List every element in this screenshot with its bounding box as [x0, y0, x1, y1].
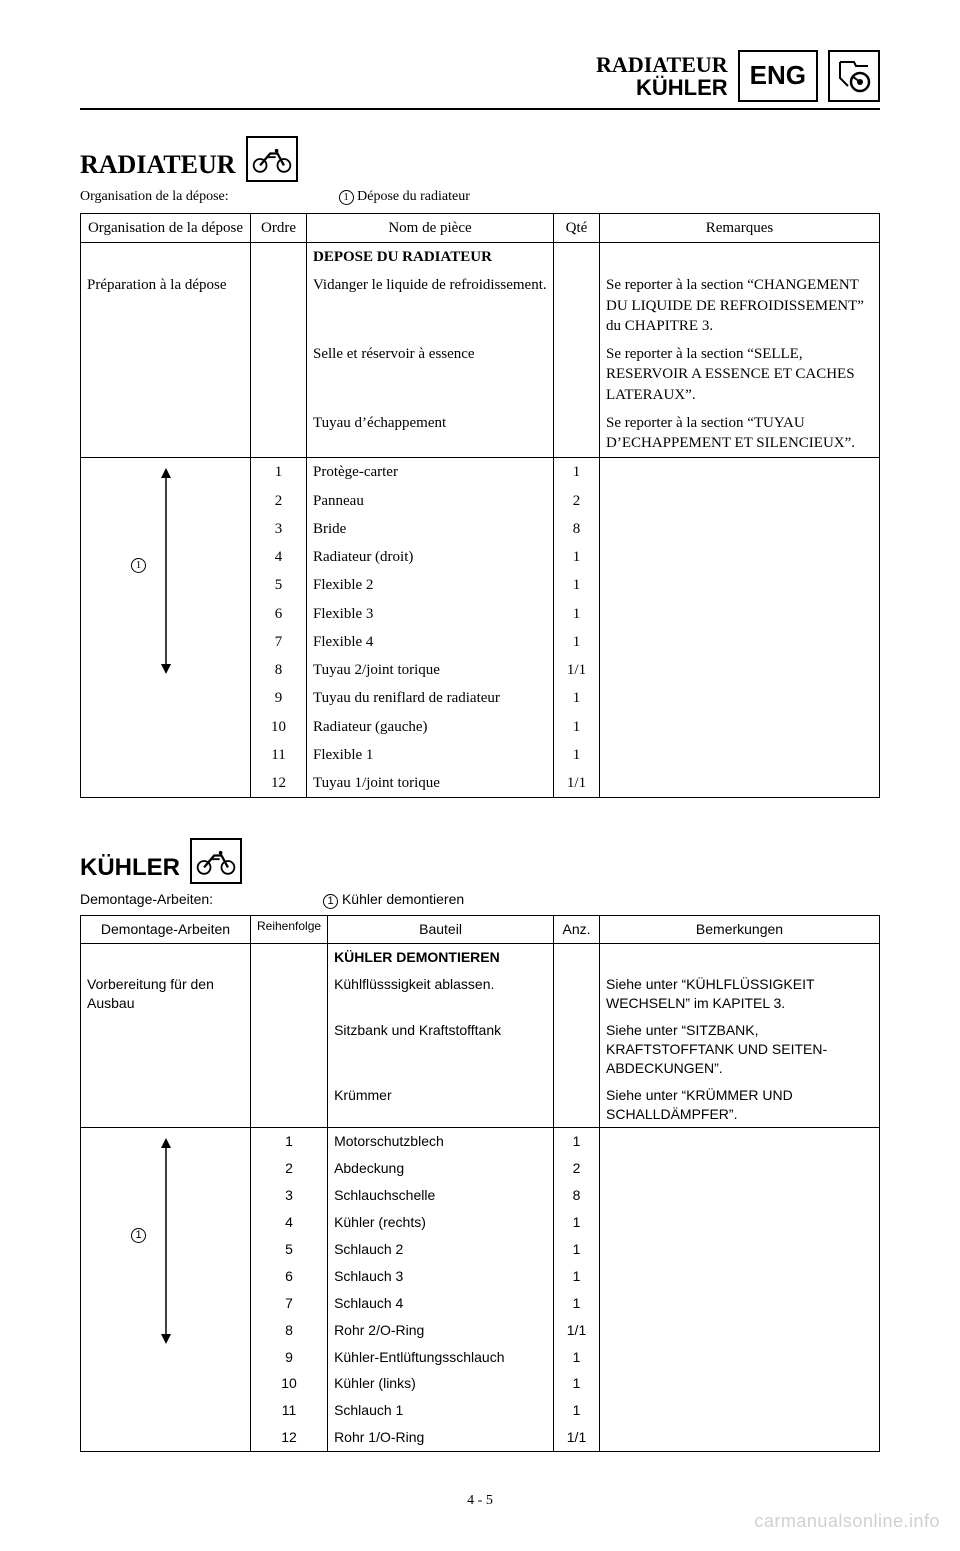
col-header: Remarques — [600, 213, 880, 242]
table-row: Krümmer Siehe unter “KRÜMMER UND SCHALLD… — [81, 1082, 880, 1128]
arrow-cell: 1 — [81, 1128, 251, 1452]
prep-label-de: Vorbereitung für den Ausbau — [81, 971, 251, 1017]
section-title-row-fr: RADIATEUR — [80, 136, 880, 182]
page-header: RADIATEUR KÜHLER ENG — [80, 50, 880, 110]
intro-bold-de: KÜHLER DEMONTIEREN — [328, 944, 554, 971]
subtitle-right-fr: 1 Dépose du radiateur — [339, 188, 470, 207]
table-fr: Organisation de la dépose Ordre Nom de p… — [80, 213, 880, 799]
motorcycle-icon — [246, 136, 298, 182]
watermark: carmanualsonline.info — [754, 1509, 940, 1533]
header-titles: RADIATEUR KÜHLER — [596, 53, 728, 99]
section-title-row-de: KÜHLER — [80, 838, 880, 884]
subtitle-left-fr: Organisation de la dépose: — [80, 188, 229, 207]
col-header: Ordre — [251, 213, 307, 242]
col-header: Organisation de la dépose — [81, 213, 251, 242]
table-row: 1 1Protège-carter1 — [81, 458, 880, 487]
circled-one: 1 — [131, 558, 146, 573]
section-title-fr: RADIATEUR — [80, 147, 236, 182]
eng-badge: ENG — [738, 50, 818, 101]
table-header-row: Demontage-Arbeiten Reihenfolge Bauteil A… — [81, 916, 880, 944]
table-row: 1 1Motorschutzblech1 — [81, 1128, 880, 1155]
table-row: Sitzbank und Kraftstofftank Siehe unter … — [81, 1017, 880, 1082]
section-title-de: KÜHLER — [80, 852, 180, 884]
col-header: Bauteil — [328, 916, 554, 944]
col-header: Demontage-Arbeiten — [81, 916, 251, 944]
col-header: Reihenfolge — [251, 916, 328, 944]
table-row: Tuyau d’échappement Se reporter à la sec… — [81, 409, 880, 458]
subtitle-right-de: 1 Kühler demontieren — [323, 890, 464, 909]
col-header: Anz. — [554, 916, 600, 944]
header-title-de: KÜHLER — [596, 76, 728, 99]
motorcycle-icon — [190, 838, 242, 884]
table-header-row: Organisation de la dépose Ordre Nom de p… — [81, 213, 880, 242]
table-row: Selle et réservoir à essence Se reporter… — [81, 340, 880, 409]
subtitle-row-de: Demontage-Arbeiten: 1 Kühler demontieren — [80, 890, 880, 909]
col-header: Nom de pièce — [307, 213, 554, 242]
circled-one: 1 — [131, 1228, 146, 1243]
prep-label-fr: Préparation à la dépose — [81, 271, 251, 340]
subtitle-left-de: Demontage-Arbeiten: — [80, 890, 213, 909]
header-title-fr: RADIATEUR — [596, 53, 728, 76]
col-header: Qté — [554, 213, 600, 242]
intro-bold-fr: DEPOSE DU RADIATEUR — [307, 243, 554, 272]
table-row: Préparation à la dépose Vidanger le liqu… — [81, 271, 880, 340]
table-row: DEPOSE DU RADIATEUR — [81, 243, 880, 272]
table-row: KÜHLER DEMONTIEREN — [81, 944, 880, 971]
table-row: Vorbereitung für den Ausbau Kühlflüsssig… — [81, 971, 880, 1017]
arrow-cell: 1 — [81, 458, 251, 798]
engine-icon — [828, 50, 880, 102]
subtitle-row-fr: Organisation de la dépose: 1 Dépose du r… — [80, 188, 880, 207]
col-header: Bemerkungen — [600, 916, 880, 944]
table-de: Demontage-Arbeiten Reihenfolge Bauteil A… — [80, 915, 880, 1452]
